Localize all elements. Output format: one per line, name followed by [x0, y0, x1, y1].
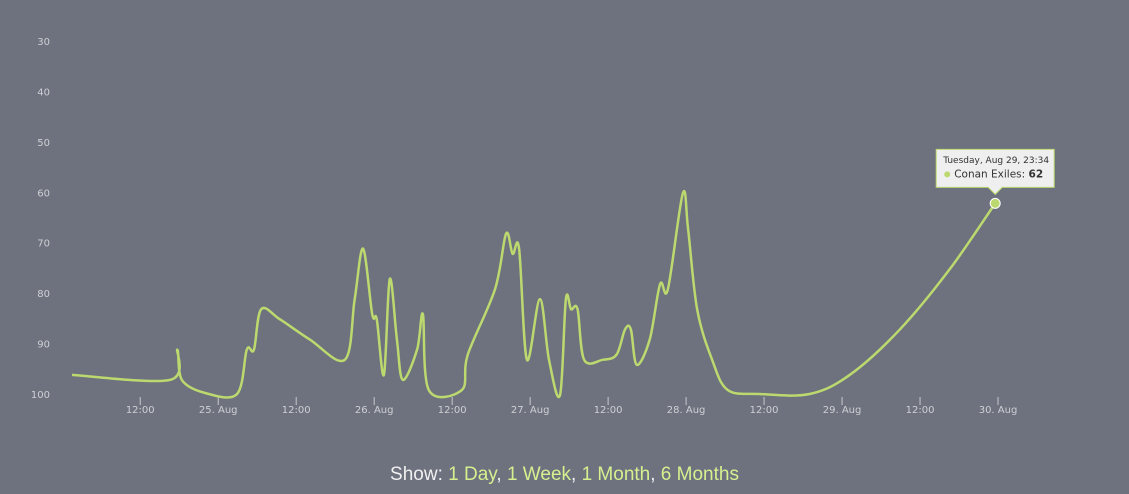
range-link[interactable]: 1 Month	[581, 464, 651, 485]
range-link[interactable]: 1 Day	[448, 464, 497, 485]
x-tick-label: 12:00	[594, 405, 623, 416]
x-tick-label: 30. Aug	[979, 405, 1018, 416]
show-label: Show:	[390, 464, 443, 485]
x-tick-label: 12:00	[282, 405, 311, 416]
hover-marker	[989, 197, 1001, 209]
x-tick-label: 12:00	[750, 405, 779, 416]
range-link[interactable]: 1 Week	[506, 464, 572, 485]
x-tick-label: 27. Aug	[511, 405, 550, 416]
tooltip: Tuesday, Aug 29, 23:34 Conan Exiles: 62	[935, 148, 1055, 196]
range-selector: Show: 1 Day, 1 Week, 1 Month, 6 Months	[0, 464, 1129, 486]
tooltip-text: Conan Exiles: 62	[954, 168, 1043, 180]
chart: 30 40 50 60 70 80 90 100 12:00 25. Aug 12:00 26. Au…	[31, 37, 1055, 416]
separator: ,	[496, 464, 502, 485]
tooltip-legend-dot	[944, 171, 951, 178]
tooltip-title: Tuesday, Aug 29, 23:34	[942, 156, 1049, 166]
x-tick-label: 29. Aug	[823, 405, 862, 416]
y-tick-label: 70	[37, 239, 50, 250]
tooltip-box	[935, 148, 1055, 196]
x-tick-label: 26. Aug	[355, 405, 394, 416]
y-tick-label: 50	[37, 138, 50, 149]
y-tick-label: 30	[37, 37, 50, 48]
series-line	[71, 189, 997, 399]
y-tick-label: 100	[31, 390, 50, 401]
x-tick-label: 12:00	[126, 405, 155, 416]
x-tick-label: 12:00	[906, 405, 935, 416]
y-tick-label: 90	[37, 340, 50, 351]
x-tick-label: 28. Aug	[667, 405, 706, 416]
y-tick-label: 40	[37, 87, 50, 98]
separator: ,	[571, 464, 577, 485]
y-tick-label: 60	[37, 188, 50, 199]
tooltip-value: 62	[1029, 168, 1044, 180]
range-link[interactable]: 6 Months	[660, 464, 739, 485]
x-tick-label: 25. Aug	[199, 405, 238, 416]
x-tick-label: 12:00	[438, 405, 467, 416]
y-tick-label: 80	[37, 289, 50, 300]
separator: ,	[650, 464, 656, 485]
tooltip-label: Conan Exiles:	[954, 168, 1025, 180]
